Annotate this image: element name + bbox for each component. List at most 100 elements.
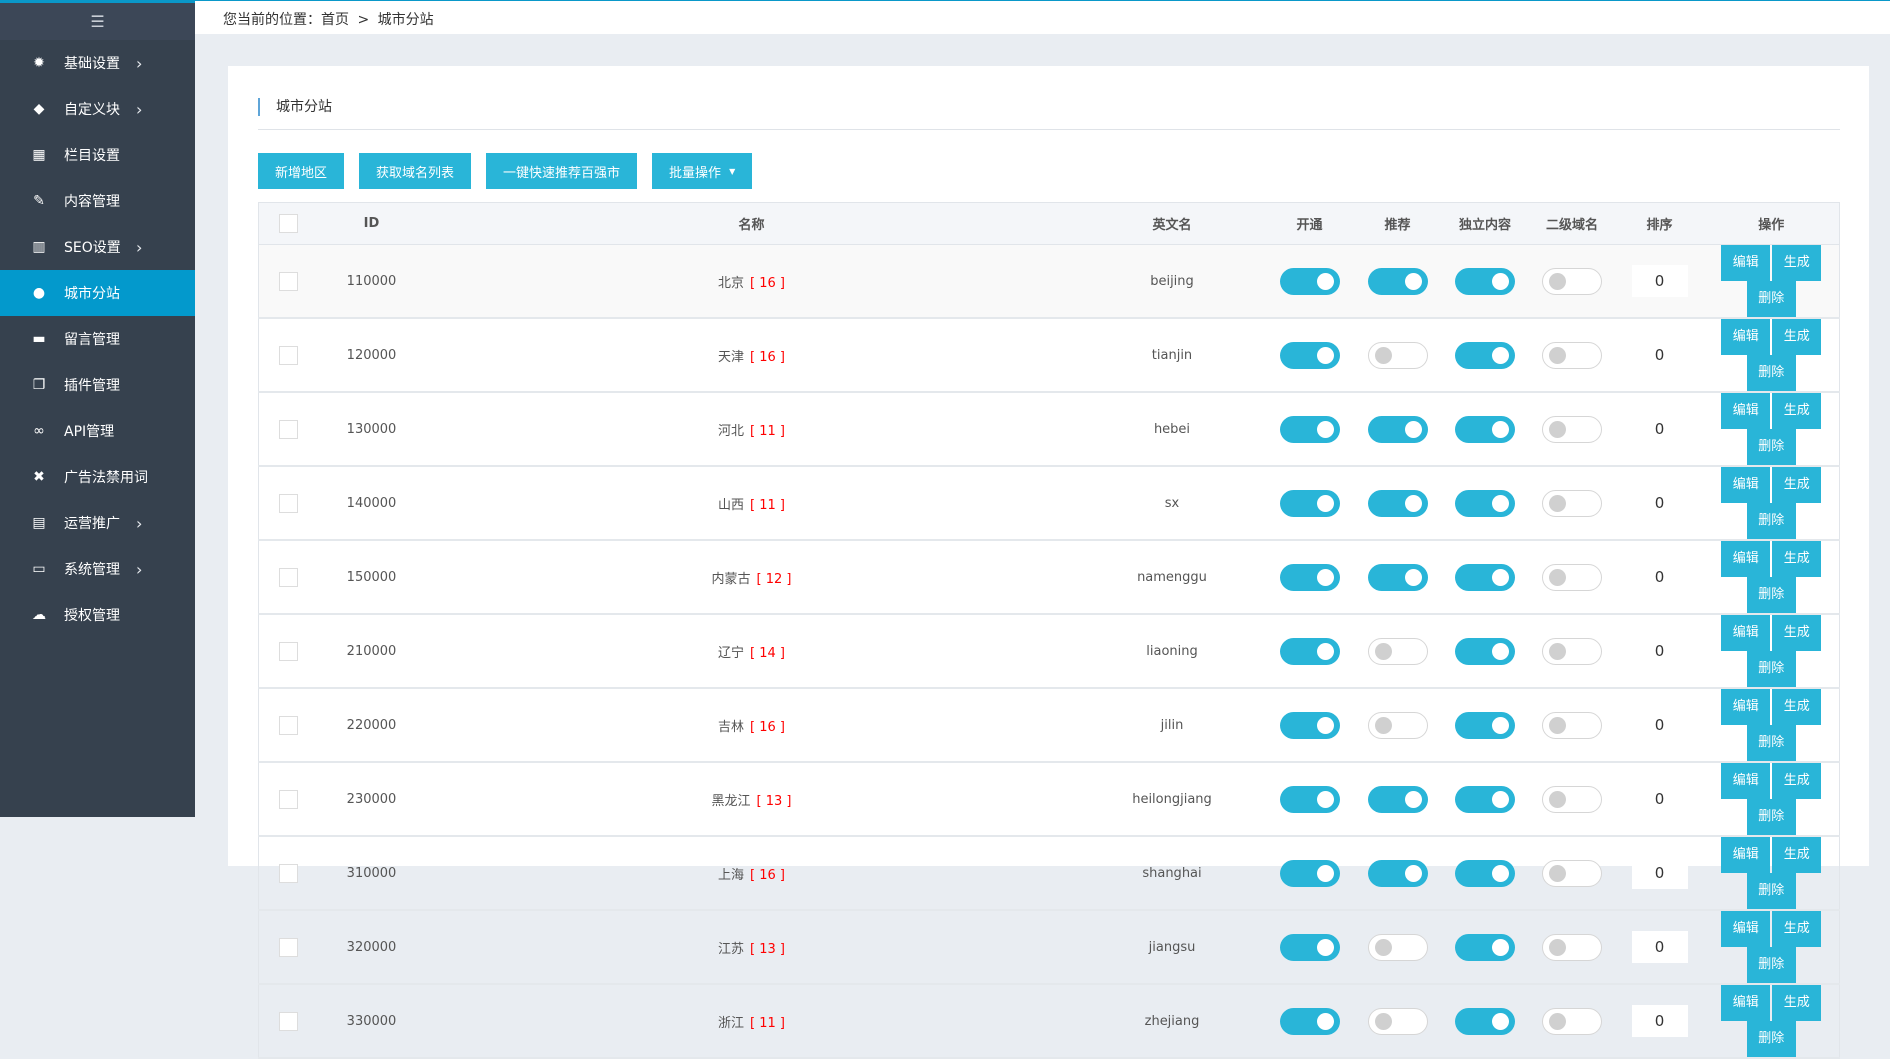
- recommend-toggle[interactable]: [1367, 785, 1428, 813]
- generate-button[interactable]: 生成: [1772, 615, 1822, 651]
- sidebar-item-4[interactable]: ▥ SEO设置 ›: [0, 224, 195, 270]
- sort-input[interactable]: 0: [1631, 561, 1688, 593]
- generate-button[interactable]: 生成: [1772, 467, 1822, 503]
- sort-input[interactable]: 0: [1631, 487, 1688, 519]
- city-name[interactable]: 黑龙江: [711, 793, 751, 809]
- edit-button[interactable]: 编辑: [1721, 541, 1771, 577]
- city-name[interactable]: 江苏: [718, 941, 745, 957]
- sort-input[interactable]: 0: [1631, 1005, 1688, 1037]
- open-toggle[interactable]: [1279, 785, 1340, 813]
- row-checkbox[interactable]: [279, 419, 299, 439]
- subdomain-toggle[interactable]: [1542, 267, 1602, 295]
- city-name[interactable]: 辽宁: [718, 645, 745, 661]
- independent-toggle[interactable]: [1455, 489, 1515, 517]
- open-toggle[interactable]: [1279, 1007, 1340, 1035]
- generate-button[interactable]: 生成: [1772, 245, 1822, 281]
- city-name[interactable]: 河北: [718, 423, 745, 439]
- recommend-toggle[interactable]: [1367, 415, 1428, 443]
- breadcrumb-home[interactable]: 首页: [321, 12, 349, 28]
- edit-button[interactable]: 编辑: [1721, 467, 1771, 503]
- subdomain-toggle[interactable]: [1542, 563, 1602, 591]
- row-checkbox[interactable]: [279, 345, 299, 365]
- recommend-toggle[interactable]: [1367, 859, 1428, 887]
- delete-button[interactable]: 删除: [1746, 577, 1796, 613]
- open-toggle[interactable]: [1279, 341, 1340, 369]
- open-toggle[interactable]: [1279, 563, 1340, 591]
- generate-button[interactable]: 生成: [1772, 911, 1822, 947]
- independent-toggle[interactable]: [1455, 859, 1515, 887]
- independent-toggle[interactable]: [1455, 637, 1515, 665]
- open-toggle[interactable]: [1279, 267, 1340, 295]
- sort-input[interactable]: 0: [1631, 265, 1688, 297]
- delete-button[interactable]: 删除: [1746, 725, 1796, 761]
- delete-button[interactable]: 删除: [1746, 651, 1796, 687]
- edit-button[interactable]: 编辑: [1721, 985, 1771, 1021]
- select-all-checkbox[interactable]: [279, 214, 299, 233]
- open-toggle[interactable]: [1279, 489, 1340, 517]
- delete-button[interactable]: 删除: [1746, 429, 1796, 465]
- recommend-toggle[interactable]: [1367, 1007, 1428, 1035]
- city-name[interactable]: 山西: [718, 497, 745, 513]
- delete-button[interactable]: 删除: [1746, 873, 1796, 909]
- sidebar-item-10[interactable]: ▤ 运营推广 ›: [0, 500, 195, 546]
- independent-toggle[interactable]: [1455, 415, 1515, 443]
- delete-button[interactable]: 删除: [1746, 1021, 1796, 1057]
- subdomain-toggle[interactable]: [1542, 341, 1602, 369]
- recommend-toggle[interactable]: [1367, 341, 1428, 369]
- row-checkbox[interactable]: [279, 493, 299, 513]
- sidebar-item-2[interactable]: ▦ 栏目设置: [0, 132, 195, 178]
- sort-input[interactable]: 0: [1631, 635, 1688, 667]
- edit-button[interactable]: 编辑: [1721, 911, 1771, 947]
- row-checkbox[interactable]: [279, 271, 299, 291]
- sort-input[interactable]: 0: [1631, 857, 1688, 889]
- independent-toggle[interactable]: [1455, 711, 1515, 739]
- city-name[interactable]: 上海: [718, 867, 745, 883]
- subdomain-toggle[interactable]: [1542, 637, 1602, 665]
- city-name[interactable]: 吉林: [718, 719, 745, 735]
- fetch-domain-list-button[interactable]: 获取域名列表: [359, 153, 472, 189]
- delete-button[interactable]: 删除: [1746, 281, 1796, 317]
- open-toggle[interactable]: [1279, 933, 1340, 961]
- row-checkbox[interactable]: [279, 789, 299, 809]
- sidebar-item-3[interactable]: ✎ 内容管理: [0, 178, 195, 224]
- batch-action-dropdown[interactable]: 批量操作 ▼: [652, 153, 753, 189]
- sort-input[interactable]: 0: [1631, 709, 1688, 741]
- sidebar-item-9[interactable]: ✖ 广告法禁用词: [0, 454, 195, 500]
- open-toggle[interactable]: [1279, 711, 1340, 739]
- row-checkbox[interactable]: [279, 863, 299, 883]
- sidebar-item-6[interactable]: ▬ 留言管理: [0, 316, 195, 362]
- generate-button[interactable]: 生成: [1772, 541, 1822, 577]
- delete-button[interactable]: 删除: [1746, 799, 1796, 835]
- recommend-toggle[interactable]: [1367, 267, 1428, 295]
- edit-button[interactable]: 编辑: [1721, 319, 1771, 355]
- independent-toggle[interactable]: [1455, 933, 1515, 961]
- row-checkbox[interactable]: [279, 641, 299, 661]
- sort-input[interactable]: 0: [1631, 783, 1688, 815]
- sidebar-item-12[interactable]: ☁ 授权管理: [0, 592, 195, 638]
- sidebar-item-1[interactable]: ◆ 自定义块 ›: [0, 86, 195, 132]
- delete-button[interactable]: 删除: [1746, 947, 1796, 983]
- subdomain-toggle[interactable]: [1542, 785, 1602, 813]
- independent-toggle[interactable]: [1455, 341, 1515, 369]
- open-toggle[interactable]: [1279, 637, 1340, 665]
- generate-button[interactable]: 生成: [1772, 763, 1822, 799]
- edit-button[interactable]: 编辑: [1721, 615, 1771, 651]
- generate-button[interactable]: 生成: [1772, 689, 1822, 725]
- row-checkbox[interactable]: [279, 937, 299, 957]
- sort-input[interactable]: 0: [1631, 931, 1688, 963]
- subdomain-toggle[interactable]: [1542, 1007, 1602, 1035]
- city-name[interactable]: 北京: [718, 275, 745, 291]
- subdomain-toggle[interactable]: [1542, 489, 1602, 517]
- edit-button[interactable]: 编辑: [1721, 689, 1771, 725]
- sidebar-item-0[interactable]: ✹ 基础设置 ›: [0, 40, 195, 86]
- sort-input[interactable]: 0: [1631, 339, 1688, 371]
- open-toggle[interactable]: [1279, 415, 1340, 443]
- recommend-top100-button[interactable]: 一键快速推荐百强市: [486, 153, 638, 189]
- menu-fold-icon[interactable]: ☰: [0, 3, 195, 40]
- edit-button[interactable]: 编辑: [1721, 837, 1771, 873]
- row-checkbox[interactable]: [279, 567, 299, 587]
- subdomain-toggle[interactable]: [1542, 711, 1602, 739]
- recommend-toggle[interactable]: [1367, 933, 1428, 961]
- row-checkbox[interactable]: [279, 715, 299, 735]
- recommend-toggle[interactable]: [1367, 563, 1428, 591]
